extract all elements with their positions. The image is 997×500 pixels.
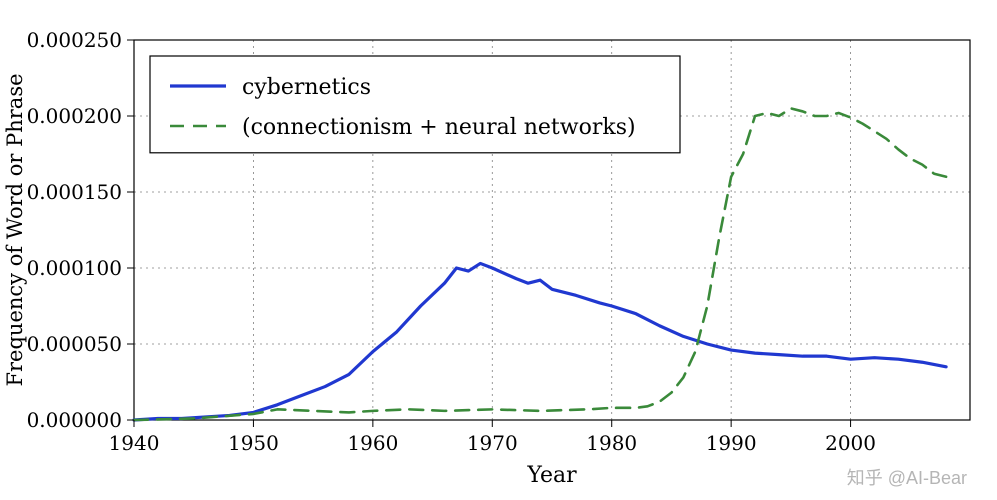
chart-container: 1940 1950 1960 1970 1980 1990 2000 0.000000 0.00… (0, 0, 997, 500)
x-axis-label: Year (526, 463, 577, 488)
y-axis-label: Frequency of Word or Phrase (3, 73, 27, 386)
ytick-label: 0.000150 (27, 180, 122, 204)
line-chart: 1940 1950 1960 1970 1980 1990 2000 0.000000 0.00… (0, 0, 997, 500)
ytick-label: 0.000100 (27, 256, 122, 280)
xtick-label: 1980 (586, 431, 637, 455)
ytick-label: 0.000250 (27, 28, 122, 52)
xtick-label: 1990 (706, 431, 757, 455)
xtick-label: 1960 (347, 431, 398, 455)
ytick-label: 0.000200 (27, 104, 122, 128)
ytick-label: 0.000050 (27, 332, 122, 356)
xtick-label: 1970 (467, 431, 518, 455)
xtick-label: 1950 (228, 431, 279, 455)
xtick-label: 1940 (109, 431, 160, 455)
legend-label: (connectionism + neural networks) (242, 115, 636, 140)
legend-label: cybernetics (242, 75, 371, 100)
ytick-label: 0.000000 (27, 408, 122, 432)
xtick-label: 2000 (825, 431, 876, 455)
